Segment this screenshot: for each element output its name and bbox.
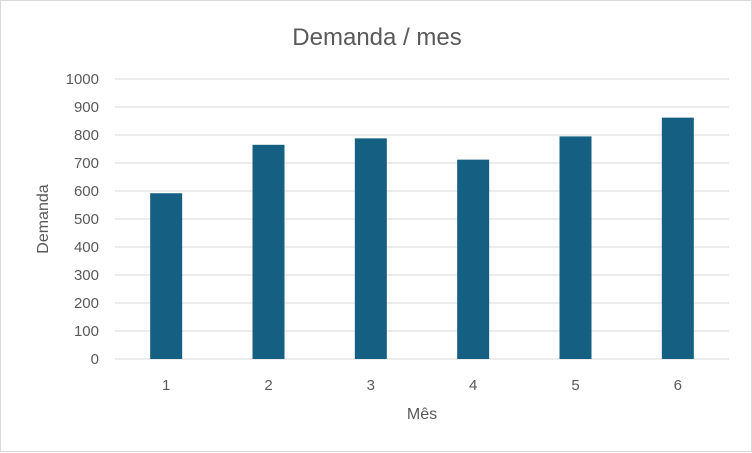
y-tick-label: 600 [74, 183, 99, 200]
bar-1 [150, 193, 183, 359]
y-tick-label: 500 [74, 211, 99, 228]
y-tick-label: 700 [74, 155, 99, 172]
bar-2 [252, 144, 285, 359]
y-tick-label: 0 [91, 351, 99, 368]
bars [150, 117, 694, 359]
x-tick-label: 6 [674, 377, 682, 394]
y-tick-label: 200 [74, 295, 99, 312]
bar-6 [661, 117, 694, 359]
bar-5 [559, 136, 592, 359]
y-tick-labels: 0 100 200 300 400 500 600 700 800 900 1000 [66, 71, 99, 368]
y-tick-label: 900 [74, 99, 99, 116]
y-tick-label: 1000 [66, 71, 99, 88]
bar-3 [354, 138, 387, 359]
gridlines [115, 78, 729, 360]
x-tick-label: 5 [571, 377, 579, 394]
y-tick-label: 100 [74, 323, 99, 340]
y-tick-label: 800 [74, 127, 99, 144]
x-axis-label: Mês [407, 406, 437, 423]
y-tick-label: 400 [74, 239, 99, 256]
x-tick-labels: 1 2 3 4 5 6 [162, 377, 682, 394]
y-tick-label: 300 [74, 267, 99, 284]
x-tick-label: 2 [264, 377, 272, 394]
x-tick-label: 3 [367, 377, 375, 394]
x-tick-label: 4 [469, 377, 477, 394]
x-tick-label: 1 [162, 377, 170, 394]
chart-title: Demanda / mes [292, 24, 461, 51]
y-axis-label: Demanda [35, 184, 52, 253]
bar-4 [457, 159, 490, 359]
